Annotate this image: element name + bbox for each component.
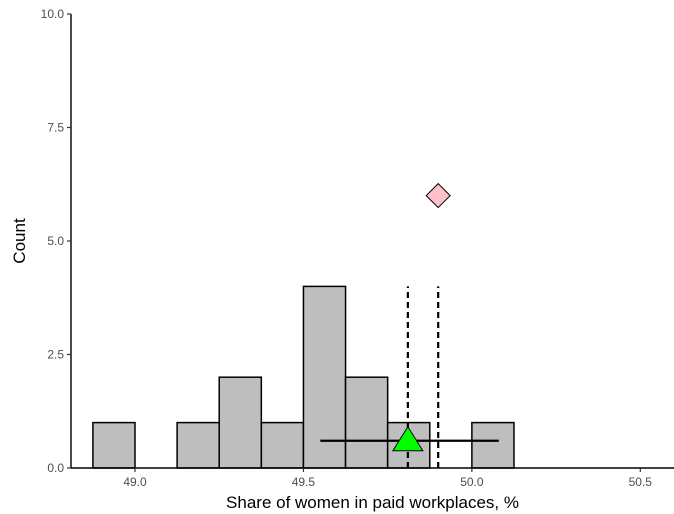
y-axis-ticks: 0.0 2.5 5.0 7.5 10.0 [41, 7, 71, 475]
y-tick-label: 0.0 [47, 461, 64, 475]
histogram-bar [471, 421, 515, 469]
x-tick-label: 49.0 [123, 475, 147, 489]
x-tick-label: 50.5 [629, 475, 653, 489]
histogram-bar [218, 376, 263, 469]
histogram-bar [176, 421, 220, 469]
x-tick-label: 49.5 [292, 475, 316, 489]
x-axis-title: Share of women in paid workplaces, % [226, 493, 519, 512]
y-tick-label: 2.5 [47, 348, 64, 362]
x-tick-label: 50.0 [460, 475, 484, 489]
histogram-bars [92, 285, 515, 469]
x-axis-ticks: 49.0 49.5 50.0 50.5 [123, 468, 652, 489]
histogram-bar [260, 421, 305, 469]
y-axis-title: Count [10, 218, 29, 264]
histogram-bar [92, 421, 136, 469]
y-tick-label: 10.0 [41, 7, 65, 21]
triangle-marker [391, 425, 424, 452]
y-tick-label: 5.0 [47, 234, 64, 248]
y-tick-label: 7.5 [47, 121, 64, 135]
diamond-marker [425, 182, 451, 209]
histogram-bar [344, 376, 389, 469]
